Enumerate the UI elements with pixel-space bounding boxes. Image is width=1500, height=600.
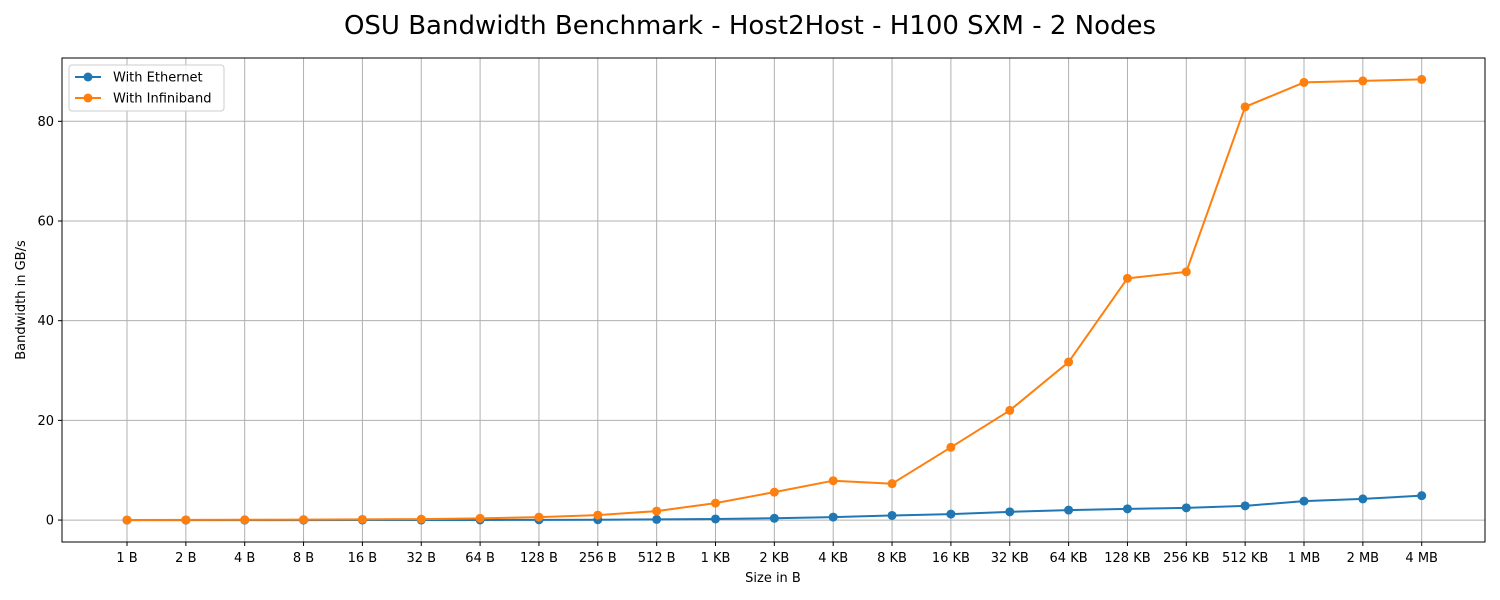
data-point xyxy=(1064,505,1074,515)
data-point xyxy=(1299,496,1309,506)
data-point xyxy=(1005,405,1015,415)
legend-marker xyxy=(83,72,93,82)
x-tick-label: 1 KB xyxy=(701,551,731,566)
legend-label: With Infiniband xyxy=(113,92,211,107)
legend-box xyxy=(68,64,225,112)
data-point xyxy=(946,509,956,519)
plot-frame xyxy=(61,57,1486,543)
data-point xyxy=(1122,273,1132,283)
x-tick-label: 32 KB xyxy=(991,551,1029,566)
data-point xyxy=(534,512,544,522)
x-tick-label: 256 B xyxy=(579,551,617,566)
x-tick-label: 4 B xyxy=(234,551,255,566)
x-tick-label: 2 B xyxy=(175,551,196,566)
data-point xyxy=(1240,102,1250,112)
data-point xyxy=(1417,491,1427,501)
chart-title: OSU Bandwidth Benchmark - Host2Host - H1… xyxy=(344,11,1156,41)
x-tick-label: 2 KB xyxy=(759,551,789,566)
x-axis-ticks: 1 B 2 B 4 B 8 B 16 B 32 B 64 B 128 B 256 B 512 B 1… xyxy=(116,542,1438,566)
x-tick-label: 1 B xyxy=(116,551,137,566)
x-tick-label: 32 B xyxy=(406,551,436,566)
data-point xyxy=(181,515,191,525)
x-axis-label: Size in B xyxy=(745,571,801,586)
data-point xyxy=(1181,267,1191,277)
x-tick-label: 8 KB xyxy=(877,551,907,566)
data-point xyxy=(711,514,720,524)
y-tick-label: 80 xyxy=(37,115,54,130)
data-point xyxy=(1417,74,1427,84)
x-tick-label: 128 KB xyxy=(1104,551,1150,566)
y-axis-ticks: 0 20 40 60 80 xyxy=(37,115,62,529)
data-point xyxy=(652,514,662,524)
grid-lines xyxy=(62,58,1485,542)
data-point xyxy=(887,479,897,489)
series-1 xyxy=(122,74,1427,525)
data-point xyxy=(769,487,779,497)
data-point xyxy=(1122,504,1132,514)
data-point xyxy=(122,515,132,525)
data-point xyxy=(711,498,720,508)
y-axis-label: Bandwidth in GB/s xyxy=(14,240,29,360)
data-point xyxy=(240,515,250,525)
x-tick-label: 64 KB xyxy=(1050,551,1088,566)
data-point xyxy=(652,506,662,516)
x-tick-label: 4 MB xyxy=(1405,551,1438,566)
data-point xyxy=(1005,507,1015,517)
legend-item: With Ethernet xyxy=(75,71,203,86)
x-tick-label: 8 B xyxy=(293,551,314,566)
data-point xyxy=(828,512,838,522)
data-point xyxy=(1064,357,1074,367)
data-point xyxy=(1181,503,1191,513)
data-point xyxy=(1358,494,1368,504)
data-point xyxy=(769,513,779,523)
data-point xyxy=(1240,501,1250,511)
x-tick-label: 16 B xyxy=(348,551,378,566)
legend: With Ethernet With Infiniband xyxy=(68,64,225,112)
data-point xyxy=(887,510,897,520)
x-tick-label: 64 B xyxy=(465,551,495,566)
data-point xyxy=(1299,77,1309,87)
x-tick-label: 512 B xyxy=(638,551,676,566)
y-tick-label: 20 xyxy=(37,414,54,429)
x-tick-label: 1 MB xyxy=(1288,551,1321,566)
legend-item: With Infiniband xyxy=(75,92,211,107)
data-point xyxy=(475,513,485,523)
x-tick-label: 4 KB xyxy=(818,551,848,566)
data-point xyxy=(593,510,603,520)
legend-marker xyxy=(83,93,93,103)
x-tick-label: 512 KB xyxy=(1222,551,1268,566)
data-point xyxy=(1358,76,1368,86)
data-point xyxy=(416,514,426,524)
x-tick-label: 256 KB xyxy=(1163,551,1209,566)
data-point xyxy=(357,514,367,524)
legend-label: With Ethernet xyxy=(113,71,203,86)
x-tick-label: 16 KB xyxy=(932,551,970,566)
data-point xyxy=(299,515,309,525)
x-tick-label: 2 MB xyxy=(1347,551,1380,566)
y-tick-label: 40 xyxy=(37,314,54,329)
y-tick-label: 60 xyxy=(37,214,54,229)
series-lines xyxy=(122,74,1427,525)
data-point xyxy=(946,442,956,452)
y-tick-label: 0 xyxy=(46,514,54,529)
data-point xyxy=(828,476,838,486)
x-tick-label: 128 B xyxy=(520,551,558,566)
